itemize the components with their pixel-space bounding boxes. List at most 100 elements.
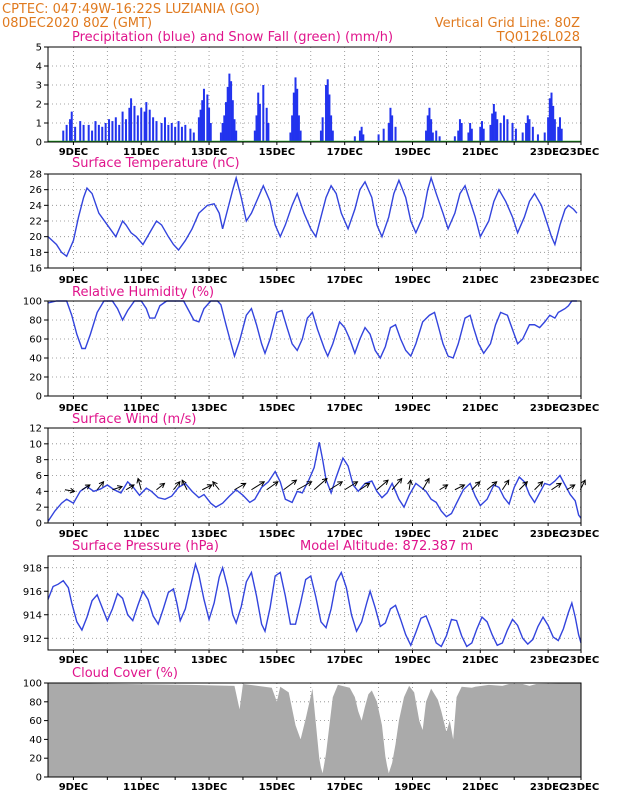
panel-subtitle: Model Altitude: 872.387 m	[300, 539, 473, 554]
wind-vector-head	[352, 481, 359, 487]
wind-vector-head	[424, 477, 430, 484]
wind-vector	[202, 484, 213, 491]
precip-bar	[552, 105, 555, 142]
precip-bar	[94, 121, 97, 142]
precip-bar	[460, 123, 463, 142]
precip-bar	[431, 132, 434, 142]
precip-bar	[97, 124, 100, 142]
precip-bar	[438, 136, 441, 142]
x-date-label: 21DEC	[462, 782, 498, 793]
wind-vector	[181, 479, 188, 490]
x-date-label: 17DEC	[326, 275, 362, 286]
y-tick-label: 16	[29, 264, 42, 275]
x-date-label: 13DEC	[191, 529, 227, 540]
wind-vector-head	[459, 484, 466, 490]
precip-bar	[226, 86, 229, 142]
precip-bar	[553, 119, 556, 142]
precip-bar	[104, 123, 107, 142]
x-date-label: 9DEC	[59, 403, 88, 414]
precip-bar	[511, 123, 514, 142]
precip-bar	[257, 92, 260, 142]
precip-bar	[543, 132, 546, 142]
y-tick-label: 10	[29, 439, 42, 450]
x-date-label: 9DEC	[59, 655, 88, 666]
y-tick-label: 2	[36, 503, 42, 514]
wind-vector	[283, 479, 297, 491]
precip-bar	[328, 94, 331, 142]
wind-vector	[551, 482, 562, 491]
header-line-1: CPTEC: 047:49W-16:22S LUZIANIA (GO)	[2, 2, 260, 17]
y-tick-label: 914	[23, 610, 42, 621]
precip-bar	[202, 88, 205, 142]
precip-bar	[289, 132, 292, 142]
precip-bar	[228, 73, 231, 142]
y-tick-label: 5	[36, 43, 42, 54]
precip-bar	[491, 113, 494, 142]
wind-vector	[501, 479, 510, 491]
precip-bar	[330, 115, 333, 142]
x-date-label: 23DEC	[530, 147, 566, 158]
precip-bar	[265, 107, 268, 142]
precip-bar	[531, 126, 534, 142]
precip-bar	[124, 119, 127, 142]
x-date-label: 23DEC	[563, 147, 599, 158]
precip-bar	[362, 134, 365, 142]
x-date-label: 21DEC	[462, 403, 498, 414]
wind-vector	[156, 482, 165, 491]
precip-bar	[457, 130, 460, 142]
precip-bar	[111, 121, 114, 142]
y-tick-label: 40	[29, 735, 42, 746]
panel-frame	[47, 173, 582, 269]
wind-vector	[313, 478, 328, 491]
x-date-label: 13DEC	[191, 655, 227, 666]
x-date-label: 17DEC	[326, 529, 362, 540]
precip-bar	[294, 77, 297, 142]
panel-frame	[47, 555, 582, 651]
x-date-label: 15DEC	[259, 655, 295, 666]
wind-vector-head	[240, 482, 247, 488]
y-tick-label: 26	[29, 185, 42, 196]
y-tick-label: 40	[29, 354, 42, 365]
wind-vector	[566, 484, 576, 491]
precip-bar	[492, 104, 495, 142]
precip-bar	[136, 115, 139, 142]
precip-bar	[467, 132, 470, 142]
x-date-label: 23DEC	[530, 655, 566, 666]
precip-bar	[219, 132, 222, 142]
y-tick-label: 912	[23, 634, 42, 645]
precip-bar	[514, 128, 517, 142]
panel-title: Surface Pressure (hPa)	[72, 539, 219, 554]
precip-bar	[296, 88, 299, 142]
precip-bar	[547, 117, 550, 142]
x-date-label: 19DEC	[394, 529, 430, 540]
wind-vector-head	[396, 477, 403, 484]
precip-bar	[128, 107, 131, 142]
wind-vector-head	[291, 479, 298, 485]
y-tick-label: 918	[23, 563, 42, 574]
precip-bar	[469, 123, 472, 142]
panel-title: Surface Temperature (nC)	[72, 156, 240, 171]
precip-bar	[299, 130, 302, 142]
precip-bar	[489, 124, 492, 142]
precip-bar	[101, 126, 104, 142]
x-date-label: 21DEC	[462, 275, 498, 286]
wind-vector-head	[537, 481, 544, 487]
precip-bar	[258, 104, 261, 142]
y-tick-label: 20	[29, 373, 42, 384]
wind-vector-head	[69, 487, 76, 494]
wind-vector-head	[212, 480, 218, 487]
precip-bar	[536, 134, 539, 142]
y-tick-label: 4	[36, 62, 42, 73]
precip-bar	[143, 111, 146, 142]
precip-bar	[167, 124, 170, 142]
x-date-label: 23DEC	[563, 655, 599, 666]
y-tick-label: 0	[36, 519, 42, 530]
precip-bar	[391, 115, 394, 142]
wind-vector-head	[117, 485, 124, 491]
x-date-label: 19DEC	[394, 782, 430, 793]
x-date-label: 19DEC	[394, 655, 430, 666]
panel-title: Surface Wind (m/s)	[72, 412, 196, 427]
wind-vector	[137, 478, 142, 490]
precip-bar	[133, 105, 136, 142]
precip-bar	[548, 98, 551, 142]
